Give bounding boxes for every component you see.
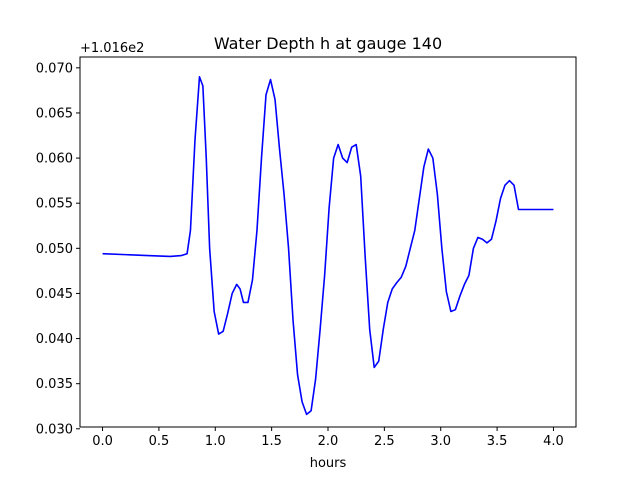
y-tick-label: 0.030 xyxy=(36,422,73,437)
y-tick-label: 0.065 xyxy=(36,106,73,121)
x-tick-label: 3.5 xyxy=(487,434,508,449)
y-tick-label: 0.045 xyxy=(36,287,73,302)
plot-area: 0.0 0.5 1.0 1.5 2.0 2.5 3.0 3.5 4.0 0.030 0.035 0.0… xyxy=(36,56,577,449)
y-offset-label: +1.016e2 xyxy=(80,41,144,56)
y-tick-label: 0.070 xyxy=(36,61,73,76)
x-tick-label: 2.0 xyxy=(318,434,339,449)
chart-title: Water Depth h at gauge 140 xyxy=(214,34,442,53)
y-tick-label: 0.060 xyxy=(36,152,73,167)
series-line-0 xyxy=(102,76,554,416)
x-axis-label: hours xyxy=(310,456,347,471)
x-tick-label: 4.0 xyxy=(543,434,564,449)
y-tick-label: 0.035 xyxy=(36,377,73,392)
x-tick-label: 1.0 xyxy=(205,434,226,449)
x-tick-label: 2.5 xyxy=(374,434,395,449)
y-tick-label: 0.040 xyxy=(36,332,73,347)
x-tick-label: 1.5 xyxy=(261,434,282,449)
y-tick-label: 0.050 xyxy=(36,242,73,257)
x-tick-label: 0.0 xyxy=(92,434,113,449)
y-tick-label: 0.055 xyxy=(36,197,73,212)
x-tick-label: 3.0 xyxy=(430,434,451,449)
x-tick-label: 0.5 xyxy=(149,434,170,449)
